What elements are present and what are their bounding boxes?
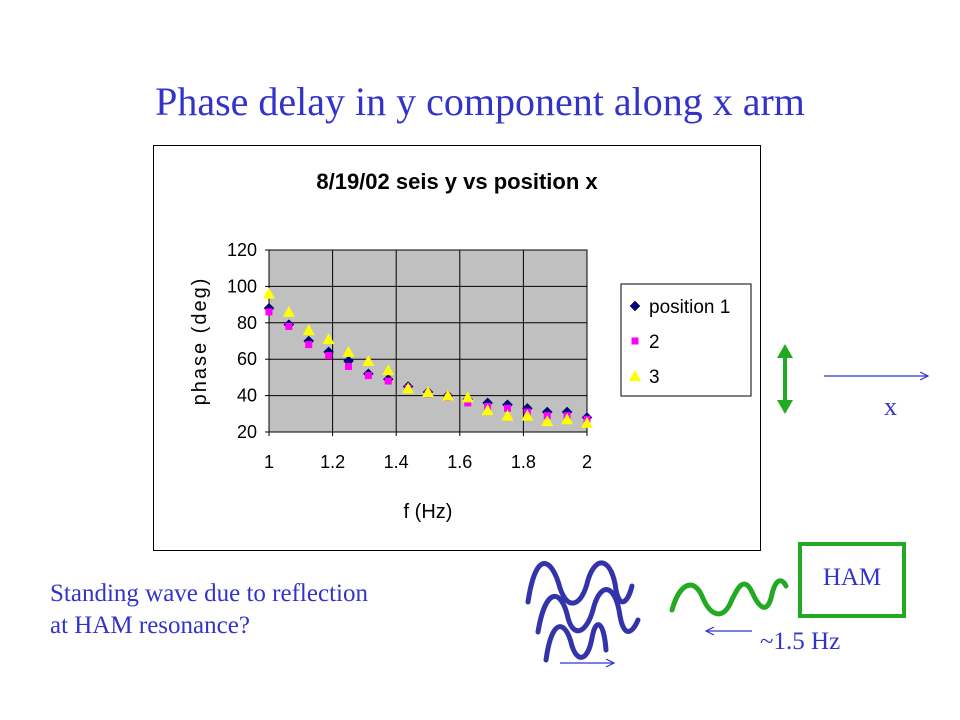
- legend-marker-1: [629, 300, 641, 312]
- data-point-series-2: [285, 322, 293, 330]
- data-point-series-3: [342, 345, 355, 357]
- data-point-series-3: [501, 409, 514, 421]
- right-arrow-bottom: [560, 658, 616, 668]
- y-tick-label: 40: [237, 386, 257, 406]
- x-tick-label: 1.4: [384, 452, 409, 472]
- data-point-series-3: [282, 305, 295, 317]
- legend-entry-2: 2: [649, 332, 660, 353]
- ham-label: HAM: [822, 564, 882, 591]
- data-point-series-2: [345, 362, 352, 370]
- data-point-series-3: [422, 385, 434, 397]
- x-tick-label: 1.8: [511, 452, 536, 472]
- data-point-series-3: [481, 404, 494, 416]
- legend-box: [620, 283, 752, 397]
- legend-entry-3: 3: [649, 367, 660, 388]
- ham-box: HAM: [798, 542, 906, 618]
- y-tick-label: 120: [227, 240, 257, 260]
- data-point-series-3: [382, 364, 395, 376]
- data-point-series-3: [362, 355, 375, 367]
- incident-waves-icon: [525, 560, 641, 663]
- data-point-series-2: [464, 399, 472, 407]
- data-point-series-2: [305, 341, 313, 349]
- data-point-series-2: [504, 404, 511, 412]
- y-tick-label: 80: [237, 313, 257, 333]
- plot-border: [268, 249, 588, 433]
- data-point-series-3: [402, 382, 415, 394]
- data-point-series-2: [265, 308, 273, 316]
- legend-marker-3: [629, 370, 641, 381]
- data-point-series-2: [364, 372, 372, 380]
- caption: Standing wave due to reflection at HAM r…: [50, 578, 368, 642]
- caption-line-1: Standing wave due to reflection: [50, 580, 368, 607]
- data-point-series-2: [325, 352, 333, 360]
- vertical-double-arrow: [777, 344, 793, 414]
- left-arrow-bottom: [704, 626, 752, 636]
- slide-title: Phase delay in y component along x arm: [155, 79, 805, 124]
- x-tick-label: 1: [264, 452, 274, 472]
- legend-marker-2: [631, 337, 639, 345]
- y-axis-label: phase (deg): [189, 277, 211, 406]
- x-direction-label: x: [884, 392, 897, 421]
- data-point-series-3: [441, 389, 454, 401]
- caption-line-2: at HAM resonance?: [50, 612, 250, 639]
- data-point-series-3: [322, 333, 335, 345]
- x-tick-label: 1.2: [320, 452, 345, 472]
- x-axis-label: f (Hz): [404, 501, 453, 523]
- y-tick-label: 20: [237, 422, 257, 442]
- data-point-series-3: [263, 287, 275, 299]
- data-point-series-3: [521, 409, 534, 421]
- y-tick-label: 60: [237, 349, 257, 369]
- frequency-label: ~1.5 Hz: [760, 628, 841, 655]
- data-point-series-3: [461, 391, 474, 403]
- data-point-series-2: [384, 377, 392, 385]
- y-tick-label: 100: [227, 276, 257, 296]
- legend-entry-1: position 1: [649, 297, 730, 318]
- data-point-series-3: [541, 415, 554, 427]
- reflected-wave-icon: [669, 578, 789, 617]
- x-tick-label: 1.6: [447, 452, 472, 472]
- x-direction-arrow: [824, 371, 930, 381]
- data-point-series-3: [561, 413, 574, 425]
- chart-svg: 8/19/02 seis y vs position x 20 40 60 80 100 1…: [189, 169, 752, 523]
- data-point-series-3: [302, 324, 315, 336]
- data-point-series-3: [581, 416, 593, 428]
- x-tick-label: 2: [582, 452, 592, 472]
- chart-title: 8/19/02 seis y vs position x: [316, 169, 598, 194]
- chart-container: 8/19/02 seis y vs position x 20 40 60 80 100 1…: [153, 145, 761, 551]
